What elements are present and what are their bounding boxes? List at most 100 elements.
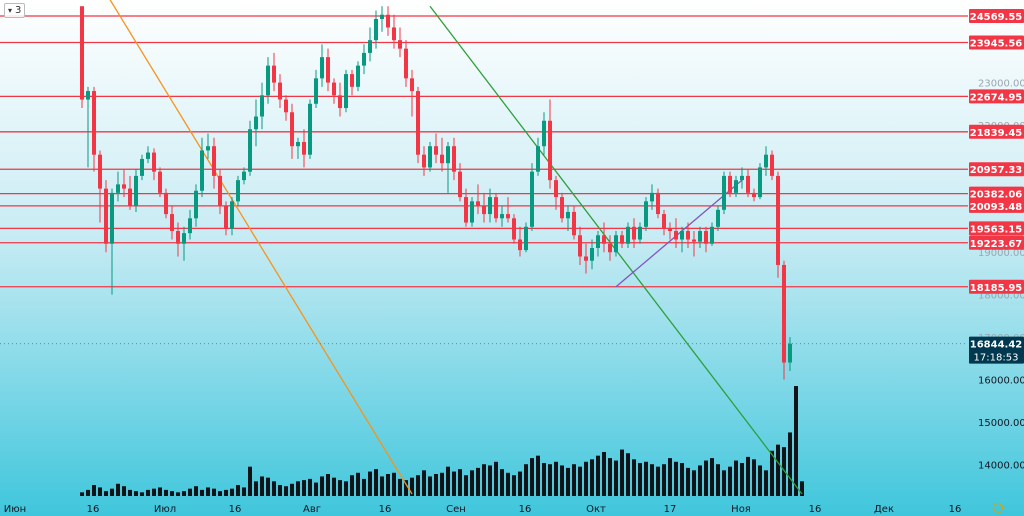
level-label: 20093.48 [970,202,1023,213]
candle-body [122,184,126,189]
candle-body [710,226,714,244]
volume-bar [578,466,582,496]
candle-body [92,91,96,155]
volume-bar [632,459,636,496]
volume-bar [758,465,762,496]
candle-body [590,248,594,261]
candle-body [734,180,738,193]
candle-body [668,228,672,232]
volume-bar [344,481,348,496]
level-label: 20957.33 [970,165,1023,176]
candle-body [110,192,114,244]
candle-body [284,99,288,113]
volume-bar [572,464,576,496]
candle-body [602,235,606,244]
volume-bar [668,458,672,496]
volume-bar [740,463,744,496]
volume-bar [596,455,600,496]
candle-body [566,211,570,219]
level-label: 23945.56 [970,38,1023,49]
candle-body [176,231,180,244]
volume-bar [230,488,234,496]
volume-bar [500,469,504,496]
candle-body [254,116,258,130]
level-label-box [969,9,1024,24]
candle-body [194,190,198,219]
candle-body [536,146,540,172]
candle-body [644,201,648,227]
volume-bar [626,453,630,496]
volume-bar [104,491,108,496]
volume-bar [770,450,774,496]
time-axis-label: Окт [586,504,606,515]
volume-bar [296,481,300,496]
volume-bar [182,491,186,496]
candle-body [158,171,162,193]
candle-body [266,65,270,96]
candle-body [560,197,564,219]
candle-body [788,343,792,363]
volume-bar [464,475,468,496]
volume-bar [692,470,696,496]
candle-body [518,239,522,251]
candle-body [686,231,690,240]
trendline[interactable] [70,0,413,495]
candle-body [116,184,120,193]
candle-body [542,120,546,147]
level-label-box [969,162,1024,177]
candle-body [104,188,108,244]
level-label: 19563.15 [970,224,1023,235]
candle-body [620,235,624,244]
candle-body [698,231,702,242]
candle-body [320,57,324,79]
candle-body [272,65,276,83]
candle-body [548,120,552,181]
volume-bar [728,466,732,496]
volume-bar [488,465,492,496]
volume-bar [158,487,162,496]
level-label: 22674.95 [970,92,1023,103]
volume-bar [746,456,750,496]
trendline[interactable] [615,179,743,288]
volume-bar [92,485,96,496]
indicators-toggle-button[interactable]: ▾ 3 [4,3,26,18]
candle-body [260,95,264,117]
time-axis-label: Сен [446,504,466,515]
candle-body [650,192,654,202]
volume-bar [716,464,720,496]
candle-body [416,91,420,155]
price-axis-tick: 23000.00 [978,79,1024,90]
candle-body [206,146,210,151]
level-label: 24569.55 [970,12,1023,23]
volume-bar [764,470,768,496]
candle-body [326,57,330,83]
volume-bar [704,460,708,496]
level-label-box [969,89,1024,104]
candle-body [674,231,678,240]
volume-bar [128,489,132,496]
candle-body [404,48,408,79]
volume-bar [314,482,318,496]
candle-body [398,40,402,49]
level-label-box [969,35,1024,50]
volume-bar [236,485,240,496]
candle-body [614,235,618,253]
volume-bar [698,465,702,496]
candle-body [758,167,762,198]
candle-body [344,74,348,109]
candle-body [374,18,378,41]
candle-body [476,201,480,206]
gear-icon[interactable] [992,502,1004,514]
volume-bar [722,470,726,496]
time-axis-label: Июл [154,504,176,515]
volume-bar [224,489,228,496]
volume-bar [260,476,264,496]
candle-body [530,171,534,227]
level-label-box [969,221,1024,236]
volume-bar [548,464,552,496]
candle-body [302,141,306,155]
candle-body [722,175,726,210]
candle-body [362,52,366,66]
